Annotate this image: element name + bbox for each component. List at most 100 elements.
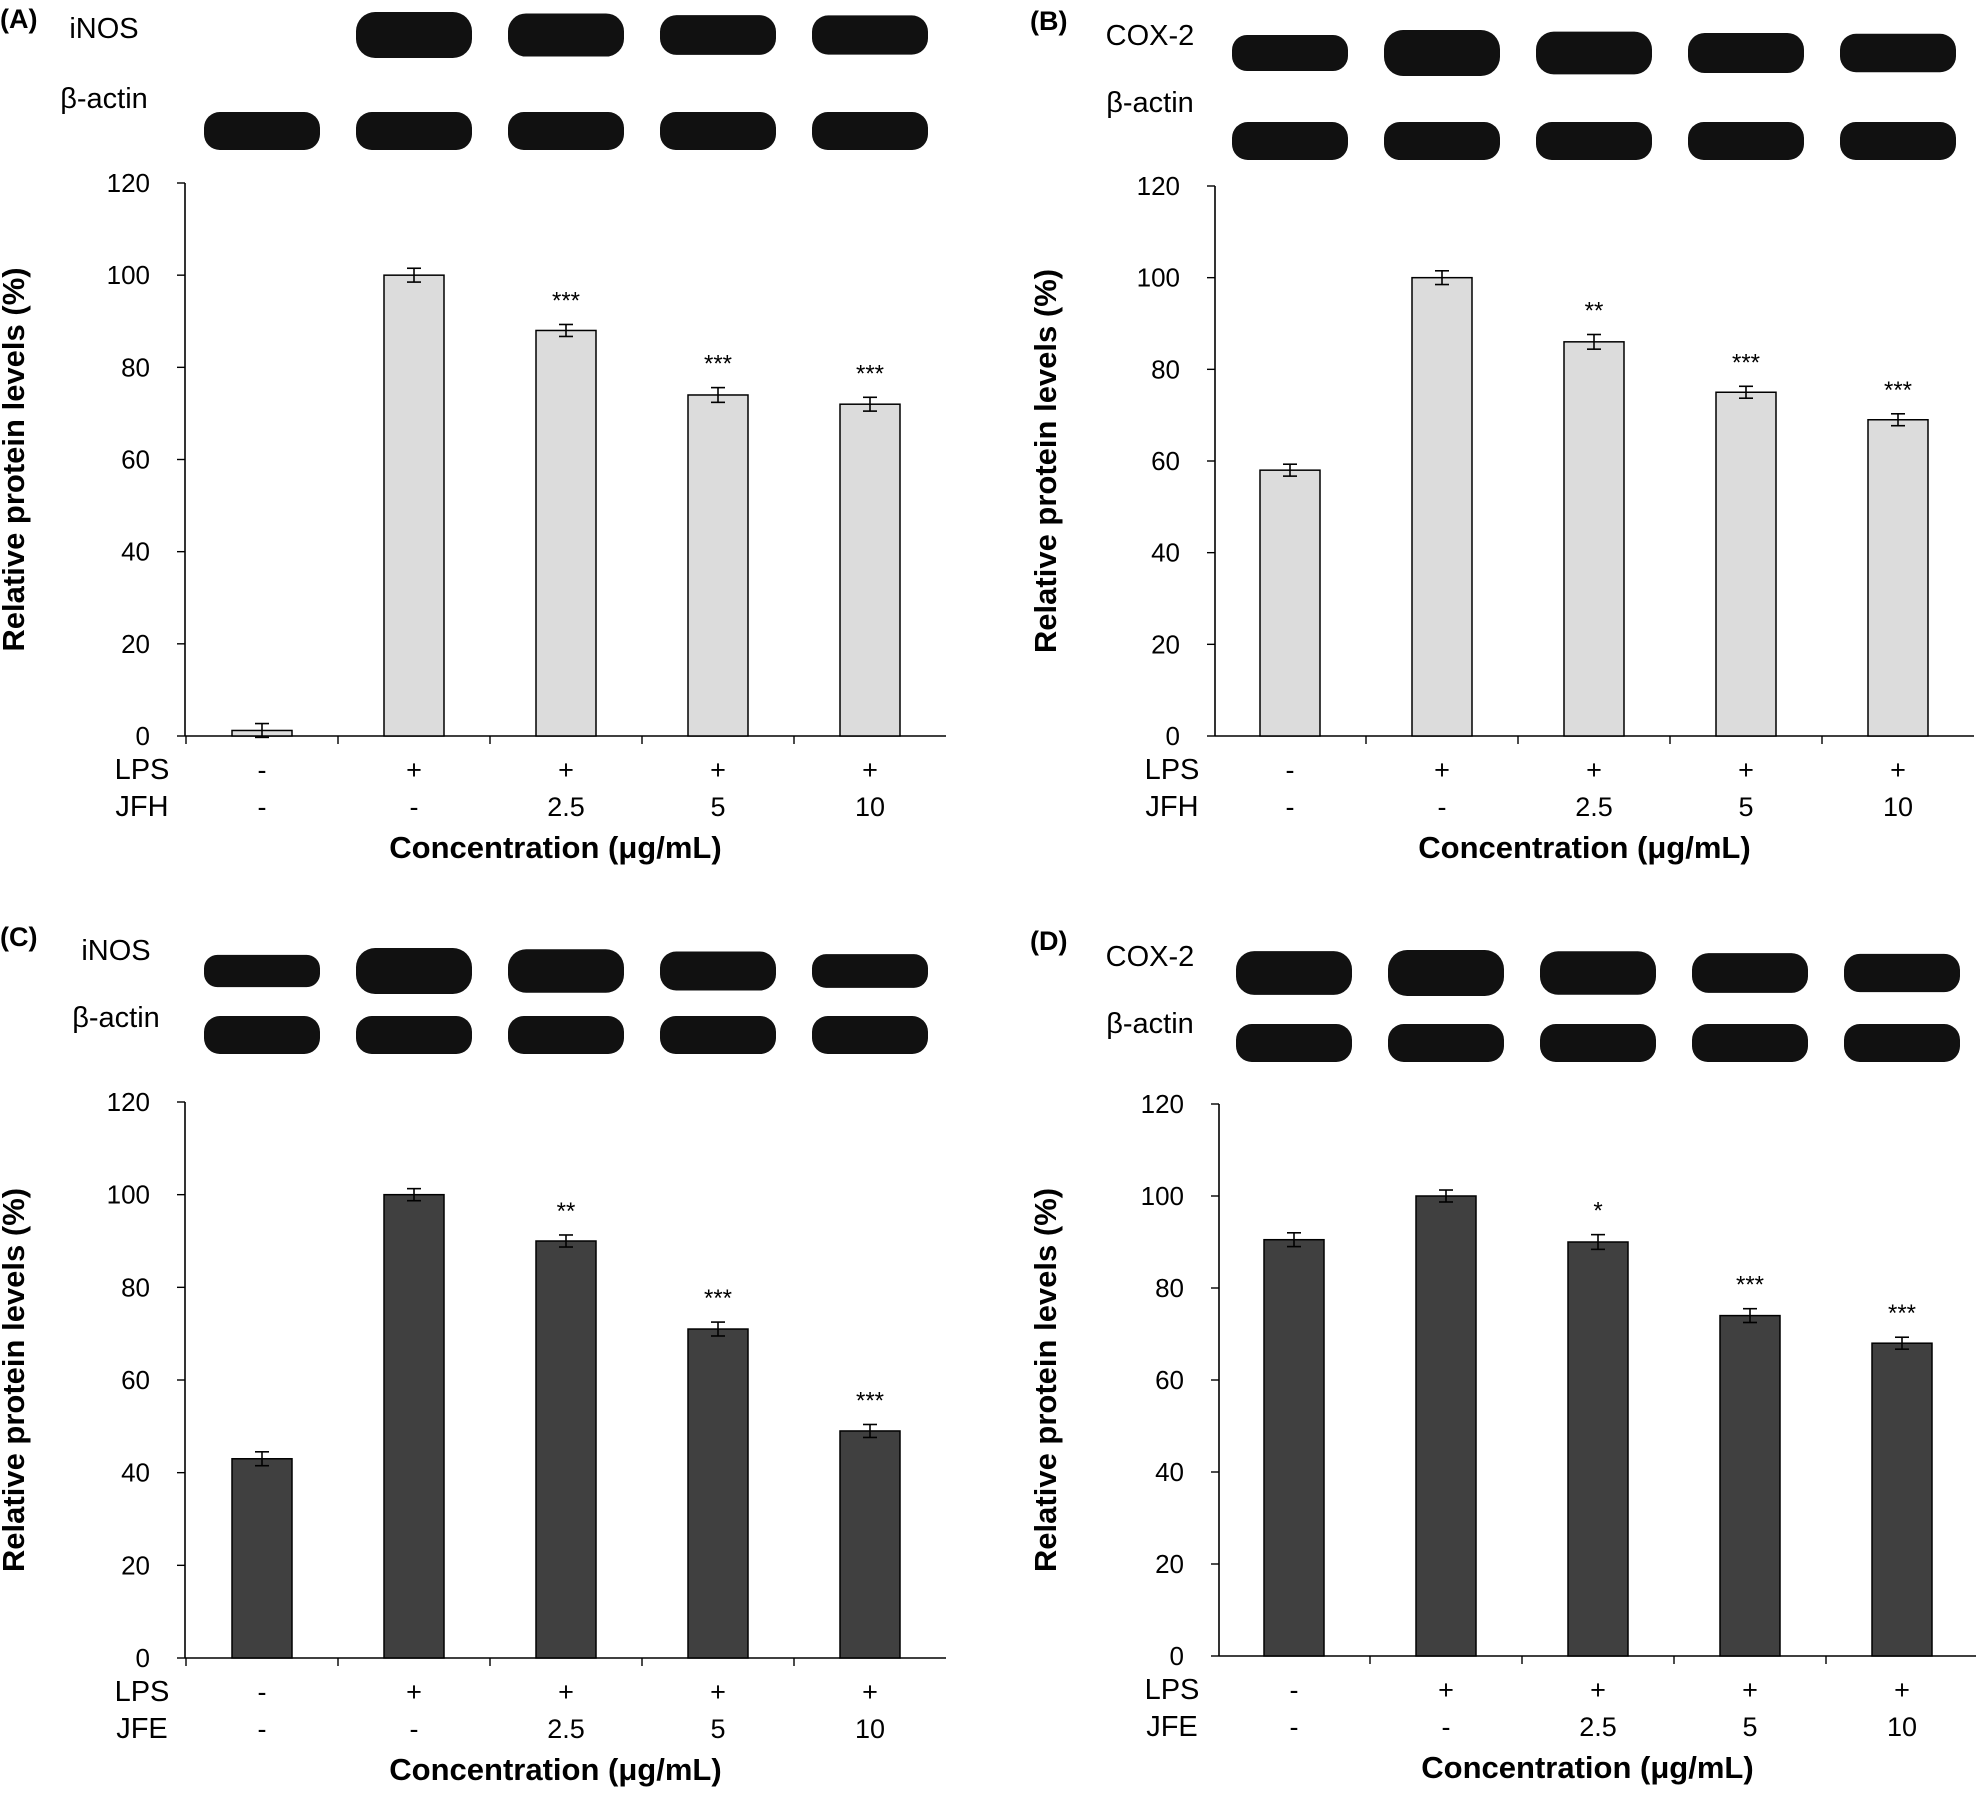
blot-label: β-actin [60, 83, 148, 115]
bar [383, 1193, 445, 1659]
target-band [1692, 953, 1808, 993]
row-label-treatment: JFH [115, 791, 168, 823]
y-tick-label: 120 [107, 1087, 150, 1117]
bar [687, 394, 749, 737]
treatment-value: 2.5 [547, 792, 585, 822]
actin-band [1540, 1024, 1656, 1062]
y-tick-label: 0 [1170, 1641, 1184, 1671]
target-band [356, 948, 472, 994]
lps-value: + [558, 1677, 574, 1707]
y-tick-label: 100 [107, 1180, 150, 1210]
actin-band [508, 112, 624, 150]
significance-label: *** [856, 1387, 884, 1414]
actin-band [1388, 1024, 1504, 1062]
y-tick-label: 120 [1137, 171, 1180, 201]
significance-label: ** [1585, 298, 1604, 325]
blot-label: iNOS [81, 935, 150, 967]
x-axis-title: Concentration (μg/mL) [389, 830, 721, 865]
target-band [356, 12, 472, 58]
target-band [812, 15, 928, 55]
significance-label: *** [552, 287, 580, 314]
actin-band [356, 112, 472, 150]
bar [1263, 1238, 1325, 1657]
treatment-value: - [1290, 1712, 1299, 1742]
row-label-lps: LPS [1145, 754, 1200, 786]
y-tick-label: 100 [1137, 263, 1180, 293]
y-axis-title: Relative protein levels (%) [1028, 1188, 1063, 1572]
y-tick-label: 40 [1155, 1457, 1184, 1487]
target-band [660, 15, 776, 55]
lps-value: - [258, 1677, 267, 1707]
bar [1871, 1342, 1933, 1657]
y-tick-label: 120 [107, 168, 150, 198]
chart-panel-d: (D) COX-2 β-actin 0 20 40 60 80 100 120 Relative p… [1028, 926, 1976, 1785]
target-band [660, 951, 776, 991]
lps-value: - [1286, 755, 1295, 785]
actin-band [1844, 1024, 1960, 1062]
target-band [1540, 951, 1656, 995]
blot-label: β-actin [1106, 1008, 1194, 1040]
y-tick-label: 0 [1166, 721, 1180, 751]
bar [1715, 391, 1777, 737]
panel-label: (D) [1030, 926, 1067, 956]
lps-value: + [1438, 1675, 1454, 1705]
y-tick-label: 60 [1151, 446, 1180, 476]
treatment-value: 10 [1883, 792, 1913, 822]
x-axis-title: Concentration (μg/mL) [389, 1752, 721, 1787]
blot-label: COX-2 [1106, 941, 1195, 973]
lps-value: + [710, 755, 726, 785]
significance-label: *** [856, 360, 884, 387]
actin-band [1384, 122, 1500, 160]
y-tick-label: 0 [136, 1643, 150, 1673]
target-band [508, 13, 624, 57]
y-tick-label: 40 [121, 1458, 150, 1488]
lps-value: + [862, 755, 878, 785]
lps-value: - [1290, 1675, 1299, 1705]
blot-label: β-actin [72, 1002, 160, 1034]
y-tick-label: 100 [107, 260, 150, 290]
y-tick-label: 80 [121, 352, 150, 382]
actin-band [812, 112, 928, 150]
y-tick-label: 60 [121, 1365, 150, 1395]
row-label-treatment: JFH [1145, 791, 1198, 823]
y-tick-label: 80 [1155, 1273, 1184, 1303]
y-tick-label: 20 [121, 629, 150, 659]
row-label-treatment: JFE [116, 1713, 168, 1745]
actin-band [356, 1016, 472, 1054]
y-tick-label: 20 [1155, 1549, 1184, 1579]
actin-band [660, 1016, 776, 1054]
bar [839, 403, 901, 737]
chart-panel-b: (B) COX-2 β-actin 0 20 40 60 80 100 120 Relative p… [1028, 6, 1974, 865]
target-band [1844, 953, 1960, 993]
target-band [1688, 33, 1804, 73]
y-tick-label: 20 [1151, 629, 1180, 659]
chart-panel-a: (A) iNOS β-actin 0 20 40 60 80 100 120 Relative pr… [0, 4, 946, 865]
actin-band [1688, 122, 1804, 160]
bar [687, 1328, 749, 1659]
bar [1563, 341, 1625, 737]
bar [535, 1240, 597, 1659]
y-tick-label: 120 [1141, 1089, 1184, 1119]
lps-value: + [1890, 755, 1906, 785]
bar [1259, 469, 1321, 737]
significance-label: *** [1736, 1272, 1764, 1299]
treatment-value: - [1442, 1712, 1451, 1742]
significance-label: *** [704, 351, 732, 378]
target-band [1384, 30, 1500, 76]
y-tick-label: 0 [136, 721, 150, 751]
actin-band [1692, 1024, 1808, 1062]
target-band [204, 954, 320, 988]
actin-band [1232, 122, 1348, 160]
actin-band [812, 1016, 928, 1054]
y-tick-label: 80 [121, 1272, 150, 1302]
treatment-value: - [1286, 792, 1295, 822]
target-band [1236, 951, 1352, 995]
lps-value: + [1738, 755, 1754, 785]
treatment-value: 5 [1738, 792, 1753, 822]
x-axis-title: Concentration (μg/mL) [1418, 830, 1750, 865]
y-tick-label: 20 [121, 1550, 150, 1580]
treatment-value: - [258, 792, 267, 822]
significance-label: *** [704, 1285, 732, 1312]
x-axis-title: Concentration (μg/mL) [1421, 1750, 1753, 1785]
